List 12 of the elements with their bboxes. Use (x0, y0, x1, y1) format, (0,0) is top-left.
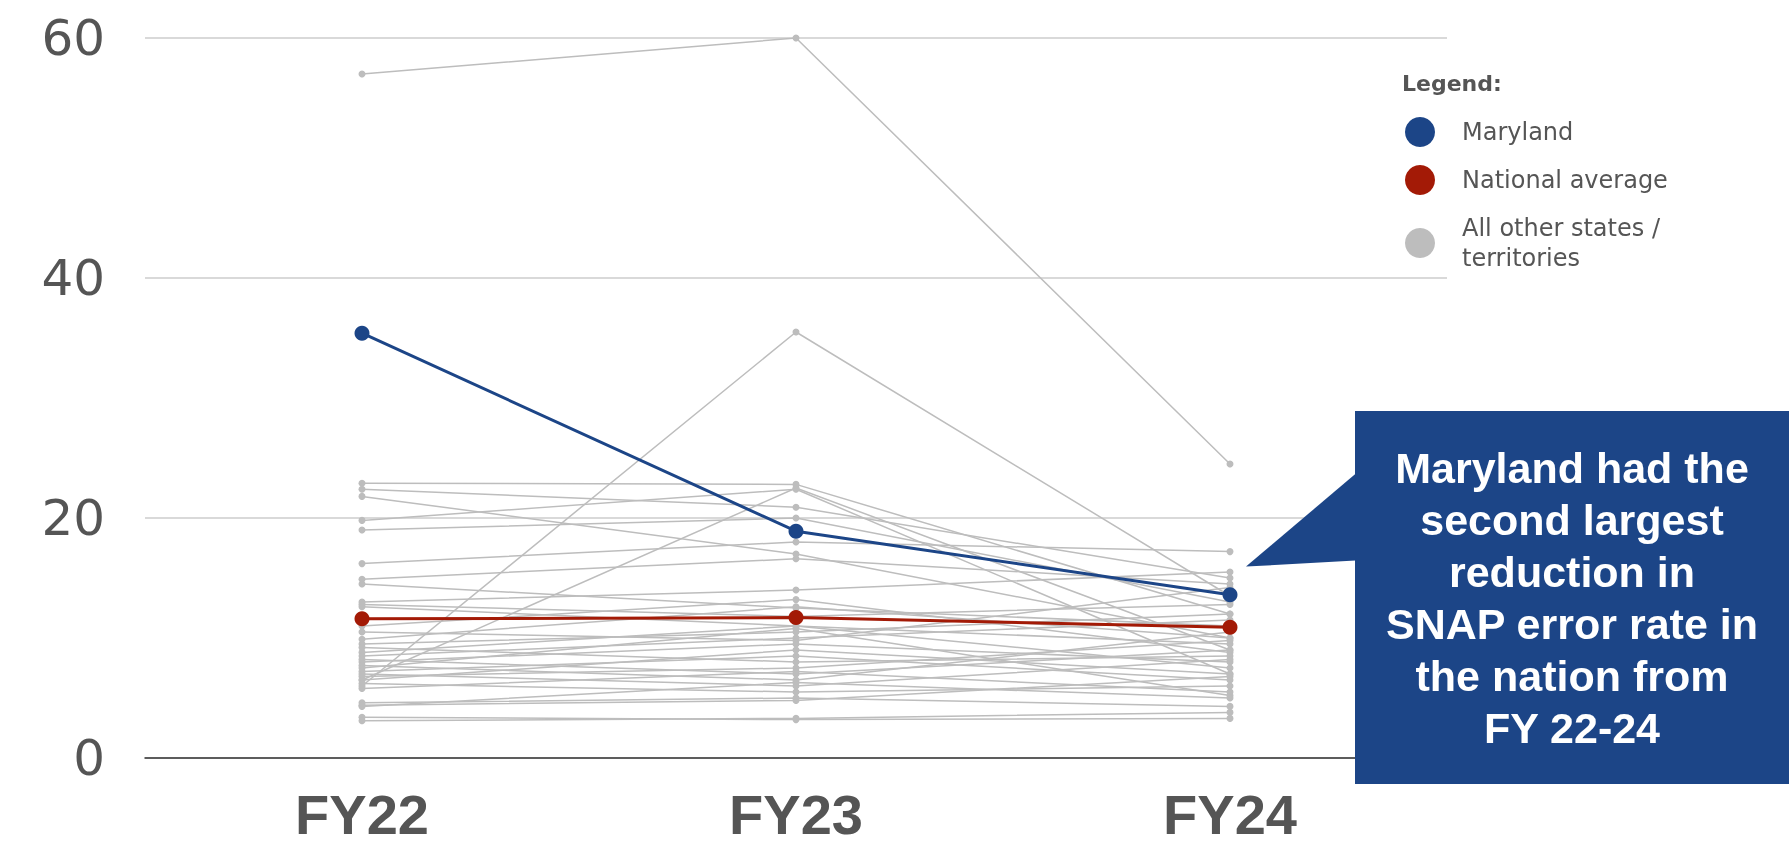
legend-label: All other states / territories (1462, 214, 1668, 272)
x-tick-label: FY24 (1163, 782, 1297, 846)
y-tick-label: 0 (73, 729, 105, 787)
annotation: Maryland had the second largest reduction in SNAP error rate in the nation from FY 22-24 (1355, 411, 1789, 784)
y-tick-label: 20 (41, 489, 105, 547)
x-tick-label: FY22 (295, 782, 429, 846)
legend-label: National average (1462, 166, 1668, 194)
y-tick-label: 40 (41, 249, 105, 307)
legend-label: Maryland (1462, 118, 1574, 146)
legend-title: Legend: (1402, 70, 1502, 96)
y-tick-label: 60 (41, 9, 105, 67)
x-tick-label: FY23 (729, 782, 863, 846)
